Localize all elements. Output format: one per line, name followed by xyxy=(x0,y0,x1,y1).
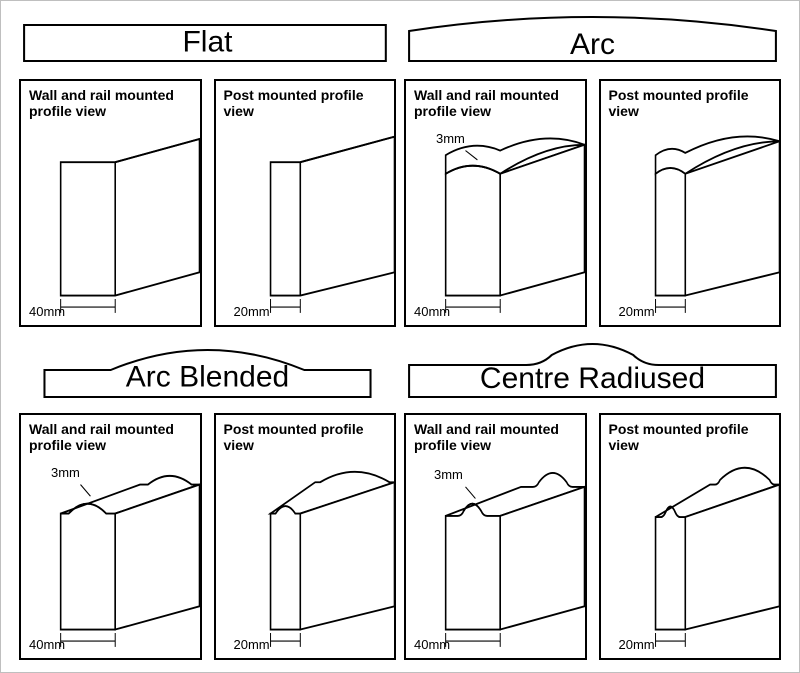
centreradiused-post-dim: 20mm xyxy=(619,637,655,652)
flat-post-title: Post mounted profile view xyxy=(224,87,387,119)
title-arcblended-label: Arc Blended xyxy=(19,360,396,394)
centreradiused-pair: Wall and rail mounted profile view 3mm xyxy=(404,413,781,661)
arc-post-title: Post mounted profile view xyxy=(609,87,772,119)
arc-post-dim: 20mm xyxy=(619,304,655,319)
flat-pair: Wall and rail mounted profile view 40mm … xyxy=(19,79,396,327)
centreradiused-wall-card: Wall and rail mounted profile view 3mm xyxy=(404,413,587,661)
arc-wall-dim: 40mm xyxy=(414,304,450,319)
title-centreradiused: Centre Radiused xyxy=(404,335,781,405)
flat-wall-dim: 40mm xyxy=(29,304,65,319)
title-arcblended: Arc Blended xyxy=(19,335,396,405)
flat-wall-card: Wall and rail mounted profile view 40mm xyxy=(19,79,202,327)
arcblended-wall-topdim: 3mm xyxy=(51,465,80,480)
arc-wall-title: Wall and rail mounted profile view xyxy=(414,87,577,119)
title-flat: Flat xyxy=(19,11,396,71)
centreradiused-post-title: Post mounted profile view xyxy=(609,421,772,453)
title-flat-label: Flat xyxy=(19,25,396,59)
arc-wall-topdim: 3mm xyxy=(436,131,465,146)
arcblended-wall-card: Wall and rail mounted profile view xyxy=(19,413,202,661)
centreradiused-post-card: Post mounted profile view 20mm xyxy=(599,413,782,661)
arcblended-wall-title: Wall and rail mounted profile view xyxy=(29,421,192,453)
flat-post-card: Post mounted profile view 20mm xyxy=(214,79,397,327)
arcblended-post-title: Post mounted profile view xyxy=(224,421,387,453)
arcblended-wall-dim: 40mm xyxy=(29,637,65,652)
arcblended-post-dim: 20mm xyxy=(234,637,270,652)
arcblended-post-card: Post mounted profile view 20mm xyxy=(214,413,397,661)
flat-post-dim: 20mm xyxy=(234,304,270,319)
arc-post-card: Post mounted profile view 20mm xyxy=(599,79,782,327)
arc-pair: Wall and rail mounted profile view xyxy=(404,79,781,327)
flat-wall-title: Wall and rail mounted profile view xyxy=(29,87,192,119)
title-arc-label: Arc xyxy=(404,28,781,62)
diagram-grid: Flat Arc Wall and rail mounted profile v… xyxy=(1,1,799,672)
title-arc: Arc xyxy=(404,11,781,71)
arc-wall-card: Wall and rail mounted profile view xyxy=(404,79,587,327)
arcblended-pair: Wall and rail mounted profile view xyxy=(19,413,396,661)
centreradiused-wall-title: Wall and rail mounted profile view xyxy=(414,421,577,453)
centreradiused-wall-dim: 40mm xyxy=(414,637,450,652)
title-centreradiused-label: Centre Radiused xyxy=(404,361,781,395)
centreradiused-wall-topdim: 3mm xyxy=(434,467,463,482)
